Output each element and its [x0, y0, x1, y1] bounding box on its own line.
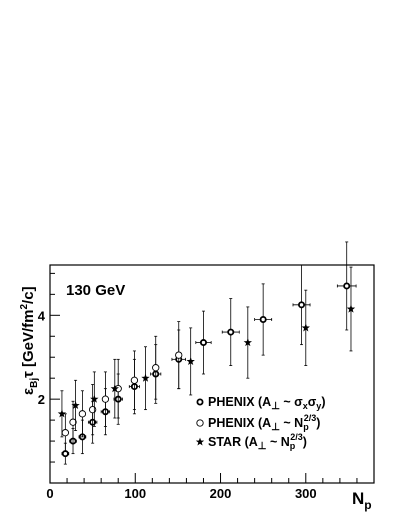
x-tick-label: 100	[124, 486, 146, 501]
y-axis-label: εBjτ [GeV/fm2/c]	[19, 286, 40, 395]
data-point	[199, 339, 207, 347]
data-point	[301, 323, 310, 332]
data-point	[78, 410, 87, 418]
data-point	[101, 395, 110, 403]
data-point	[298, 301, 306, 309]
data-point	[346, 304, 356, 313]
y-axis-label-end: /c]	[20, 286, 37, 304]
legend-entry-phenix-sxsy: PHENIX (A⊥ ~ σxσy)	[196, 395, 325, 412]
data-point	[227, 328, 235, 336]
data-point	[71, 401, 80, 409]
x-tick-label: 300	[295, 486, 317, 501]
plot-frame	[49, 264, 375, 484]
y-axis-label-mid: τ [GeV/fm	[20, 310, 37, 378]
x-axis-label-sub: p	[364, 498, 371, 512]
data-point	[57, 409, 67, 418]
x-axis-label: Np	[352, 489, 372, 512]
data-point	[343, 282, 351, 290]
ticks: 0 100 200 300 2 4	[38, 272, 375, 501]
data-point	[110, 384, 119, 393]
legend-marker-circle-bold	[196, 398, 204, 406]
x-tick-label: 0	[46, 486, 53, 501]
data-point	[88, 405, 97, 414]
data-point	[141, 373, 150, 382]
x-axis-label-main: N	[352, 489, 364, 508]
y-tick-label: 2	[38, 392, 45, 407]
data-point	[186, 357, 195, 365]
annotation-energy: 130 GeV	[66, 282, 125, 299]
legend-label-phenix-sxsy: PHENIX (A⊥ ~ σxσy)	[208, 395, 325, 412]
legend-label-phenix-np: PHENIX (A⊥ ~ Np2/3)	[208, 413, 320, 433]
data-point	[259, 315, 267, 323]
y-axis-label-sup: 2	[19, 304, 30, 310]
y-axis-label-sub: Bj	[29, 378, 40, 388]
series-layer	[57, 241, 357, 465]
x-tick-label: 200	[210, 486, 232, 501]
series-circle-bold	[61, 241, 357, 465]
series-star	[57, 266, 356, 438]
data-point	[130, 376, 139, 384]
series-circle-open	[61, 321, 183, 452]
data-point	[175, 351, 183, 359]
legend-label-star: STAR (A⊥ ~ Np2/3)	[208, 432, 307, 452]
legend-marker-circle-open	[196, 419, 204, 427]
data-point	[61, 429, 69, 437]
legend-entry-star: STAR (A⊥ ~ Np2/3)	[195, 432, 307, 452]
legend-entry-phenix-np: PHENIX (A⊥ ~ Np2/3)	[196, 413, 320, 433]
data-point	[90, 394, 99, 403]
legend: PHENIX (A⊥ ~ σxσy) PHENIX (A⊥ ~ Np2/3) S…	[195, 395, 325, 452]
data-point	[69, 418, 77, 426]
y-axis-label-eps: ε	[20, 388, 37, 395]
data-point	[152, 364, 160, 372]
data-point	[243, 338, 252, 347]
legend-marker-star	[195, 437, 205, 446]
y-tick-label: 4	[38, 308, 46, 323]
